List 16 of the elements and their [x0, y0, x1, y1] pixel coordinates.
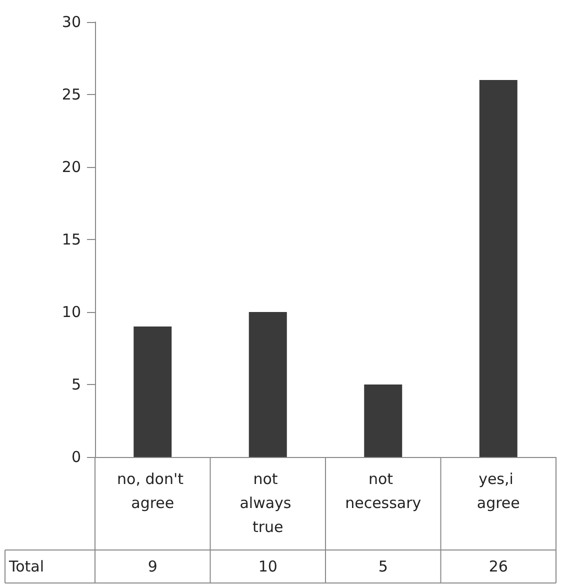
- data-label: 10: [258, 558, 278, 576]
- y-tick-label: 10: [62, 303, 81, 321]
- y-tick-label: 25: [62, 86, 81, 104]
- data-label: 9: [148, 558, 158, 576]
- x-tick-label: not necessary: [345, 470, 422, 512]
- x-tick-label: yes,i agree: [476, 470, 520, 512]
- y-tick-label: 5: [71, 376, 81, 394]
- x-tick-label: not always true: [240, 470, 296, 536]
- text: Total: [8, 558, 44, 576]
- y-tick-label: 15: [62, 230, 81, 248]
- data-label: 26: [488, 558, 508, 576]
- data-label: 5: [378, 558, 388, 576]
- y-tick-label: 20: [62, 158, 81, 176]
- y-tick-label: 30: [62, 13, 81, 31]
- y-tick-label: 0: [71, 448, 81, 466]
- x-tick-label: no, don't agree: [117, 470, 188, 512]
